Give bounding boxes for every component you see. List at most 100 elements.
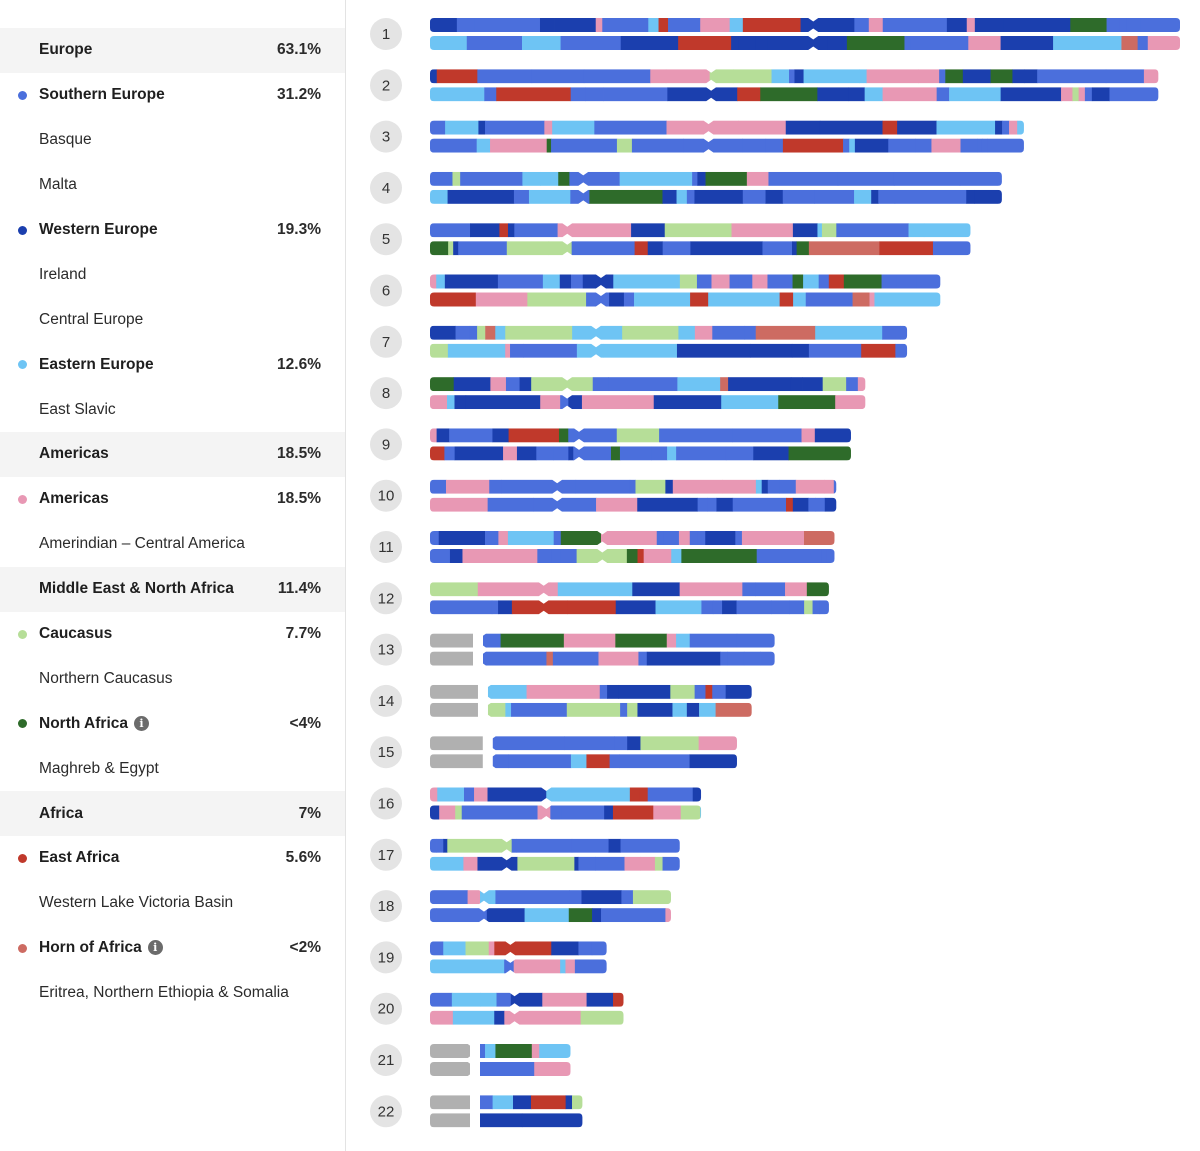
chromosome-18[interactable]: 18 (370, 890, 671, 923)
chromosome-7-copy-2[interactable] (430, 343, 908, 358)
chromosome-1[interactable]: 1 (370, 18, 1180, 50)
ancestry-segment (806, 582, 829, 597)
chromosome-22[interactable]: 22 (370, 1095, 583, 1128)
chromosome-20-copy-2[interactable] (430, 1010, 624, 1025)
chromosome-8-copy-2[interactable] (430, 395, 866, 410)
ancestry-segment (814, 428, 851, 443)
legend-region[interactable]: Horn of Africa i <2% (0, 926, 345, 971)
chromosome-7[interactable]: 7 (370, 325, 908, 358)
chromosome-22-copy-1[interactable] (430, 1095, 583, 1110)
info-icon[interactable]: i (134, 715, 149, 731)
legend-region[interactable]: Americas 18.5% (0, 477, 345, 522)
legend-region[interactable]: North Africa i <4% (0, 701, 345, 746)
chromosome-11-copy-1[interactable] (430, 531, 835, 545)
chromosome-17-copy-1[interactable] (430, 838, 680, 853)
chromosome-20-copy-1[interactable] (430, 992, 624, 1007)
chromosome-17[interactable]: 17 (370, 838, 680, 871)
ancestry-segment (475, 292, 528, 307)
chromosome-2-copy-1[interactable] (430, 69, 1159, 84)
chromosome-10[interactable]: 10 (370, 479, 837, 512)
chromosome-16-copy-2[interactable] (430, 805, 702, 820)
chromosome-8-copy-1[interactable] (430, 377, 866, 392)
chromosome-3-copy-2[interactable] (430, 138, 1024, 153)
chromosome-16-copy-1[interactable] (430, 787, 702, 802)
chromosome-15-copy-2[interactable] (430, 754, 737, 769)
chromosome-20[interactable]: 20 (370, 992, 624, 1025)
chromosome-9[interactable]: 9 (370, 428, 851, 461)
chromosome-3[interactable]: 3 (370, 120, 1024, 153)
chromosome-13-copy-1[interactable] (430, 633, 775, 648)
legend-subregion[interactable]: Western Lake Victoria Basin (0, 881, 345, 926)
legend-region[interactable]: East Africa 5.6% (0, 836, 345, 881)
chromosome-12[interactable]: 12 (370, 582, 829, 615)
chromosome-5[interactable]: 5 (370, 223, 971, 256)
chromosome-4-copy-1[interactable] (430, 171, 1002, 186)
chromosome-21-copy-1[interactable] (430, 1044, 571, 1058)
chromosome-14[interactable]: 14 (370, 684, 752, 717)
chromosome-11[interactable]: 11 (370, 531, 835, 563)
chromosome-19[interactable]: 19 (370, 941, 607, 974)
chromosome-9-copy-1[interactable] (430, 428, 851, 443)
legend-subregion[interactable]: Amerindian – Central America (0, 522, 345, 567)
chromosome-10-copy-2[interactable] (430, 497, 837, 512)
chromosome-18-copy-2[interactable] (430, 908, 671, 923)
legend-category[interactable]: Americas 18.5% (0, 432, 345, 477)
legend-subregion[interactable]: Northern Caucasus (0, 656, 345, 701)
ancestry-segment (447, 838, 513, 853)
chromosome-14-copy-2[interactable] (430, 702, 752, 717)
chromosome-18-copy-1[interactable] (430, 890, 671, 905)
chromosome-16[interactable]: 16 (370, 787, 702, 820)
chromosome-19-copy-2[interactable] (430, 959, 607, 974)
chromosome-13[interactable]: 13 (370, 633, 775, 666)
chromosome-13-copy-2[interactable] (430, 651, 775, 666)
legend-region[interactable]: Western Europe 19.3% (0, 208, 345, 253)
legend-region[interactable]: Eastern Europe 12.6% (0, 342, 345, 387)
legend-subregion[interactable]: Ireland (0, 252, 345, 297)
chromosome-19-copy-1[interactable] (430, 941, 607, 956)
legend-subregion[interactable]: Basque (0, 118, 345, 163)
chromosome-2[interactable]: 2 (370, 69, 1159, 102)
chromosome-7-copy-1[interactable] (430, 325, 908, 340)
legend-category[interactable]: Africa 7% (0, 791, 345, 837)
legend-subregion[interactable]: Malta (0, 163, 345, 208)
chromosome-12-copy-2[interactable] (430, 600, 829, 615)
legend-subregion[interactable]: Maghreb & Egypt (0, 746, 345, 791)
chromosome-1-copy-1[interactable] (430, 18, 1180, 32)
legend-label: Eastern Europe (39, 356, 154, 374)
chromosome-9-copy-2[interactable] (430, 446, 851, 461)
info-icon[interactable]: i (147, 940, 163, 956)
ancestry-segment (601, 908, 666, 923)
chromosome-8[interactable]: 8 (370, 377, 866, 410)
chromosome-5-copy-1[interactable] (430, 223, 971, 238)
chromosome-21[interactable]: 21 (370, 1044, 571, 1076)
legend-subregion[interactable]: Central Europe (0, 297, 345, 342)
chromosome-2-copy-2[interactable] (430, 87, 1159, 102)
chromosome-21-copy-2[interactable] (430, 1062, 571, 1076)
legend-region[interactable]: Southern Europe 31.2% (0, 73, 345, 118)
legend-subregion[interactable]: Eritrea, Northern Ethiopia & Somalia (0, 971, 345, 1016)
legend-category[interactable]: Europe 63.1% (0, 28, 345, 73)
chromosome-12-copy-1[interactable] (430, 582, 829, 597)
legend-category[interactable]: Middle East & North Africa 11.4% (0, 566, 345, 612)
legend-subregion[interactable]: East Slavic (0, 387, 345, 432)
chromosome-1-copy-2[interactable] (430, 36, 1180, 50)
chromosome-17-copy-2[interactable] (430, 856, 680, 871)
chromosome-15[interactable]: 15 (370, 736, 737, 769)
chromosome-4[interactable]: 4 (370, 171, 1002, 204)
chromosome-11-copy-2[interactable] (430, 549, 835, 563)
chromosome-number-badge (370, 633, 402, 666)
chromosome-22-copy-2[interactable] (430, 1113, 583, 1128)
ancestry-segment (782, 189, 815, 204)
chromosome-4-copy-2[interactable] (430, 189, 1002, 204)
ancestry-segment (815, 497, 826, 512)
chromosome-15-copy-1[interactable] (430, 736, 737, 751)
legend-region[interactable]: Caucasus 7.7% (0, 612, 345, 657)
chromosome-6-copy-2[interactable] (430, 292, 941, 307)
chromosome-6-copy-1[interactable] (430, 274, 941, 289)
chromosome-3-copy-1[interactable] (430, 120, 1024, 135)
ancestry-segment (658, 18, 669, 32)
chromosome-10-copy-1[interactable] (430, 479, 837, 494)
chromosome-6[interactable]: 6 (370, 274, 941, 307)
chromosome-5-copy-2[interactable] (430, 241, 971, 256)
chromosome-14-copy-1[interactable] (430, 684, 752, 699)
